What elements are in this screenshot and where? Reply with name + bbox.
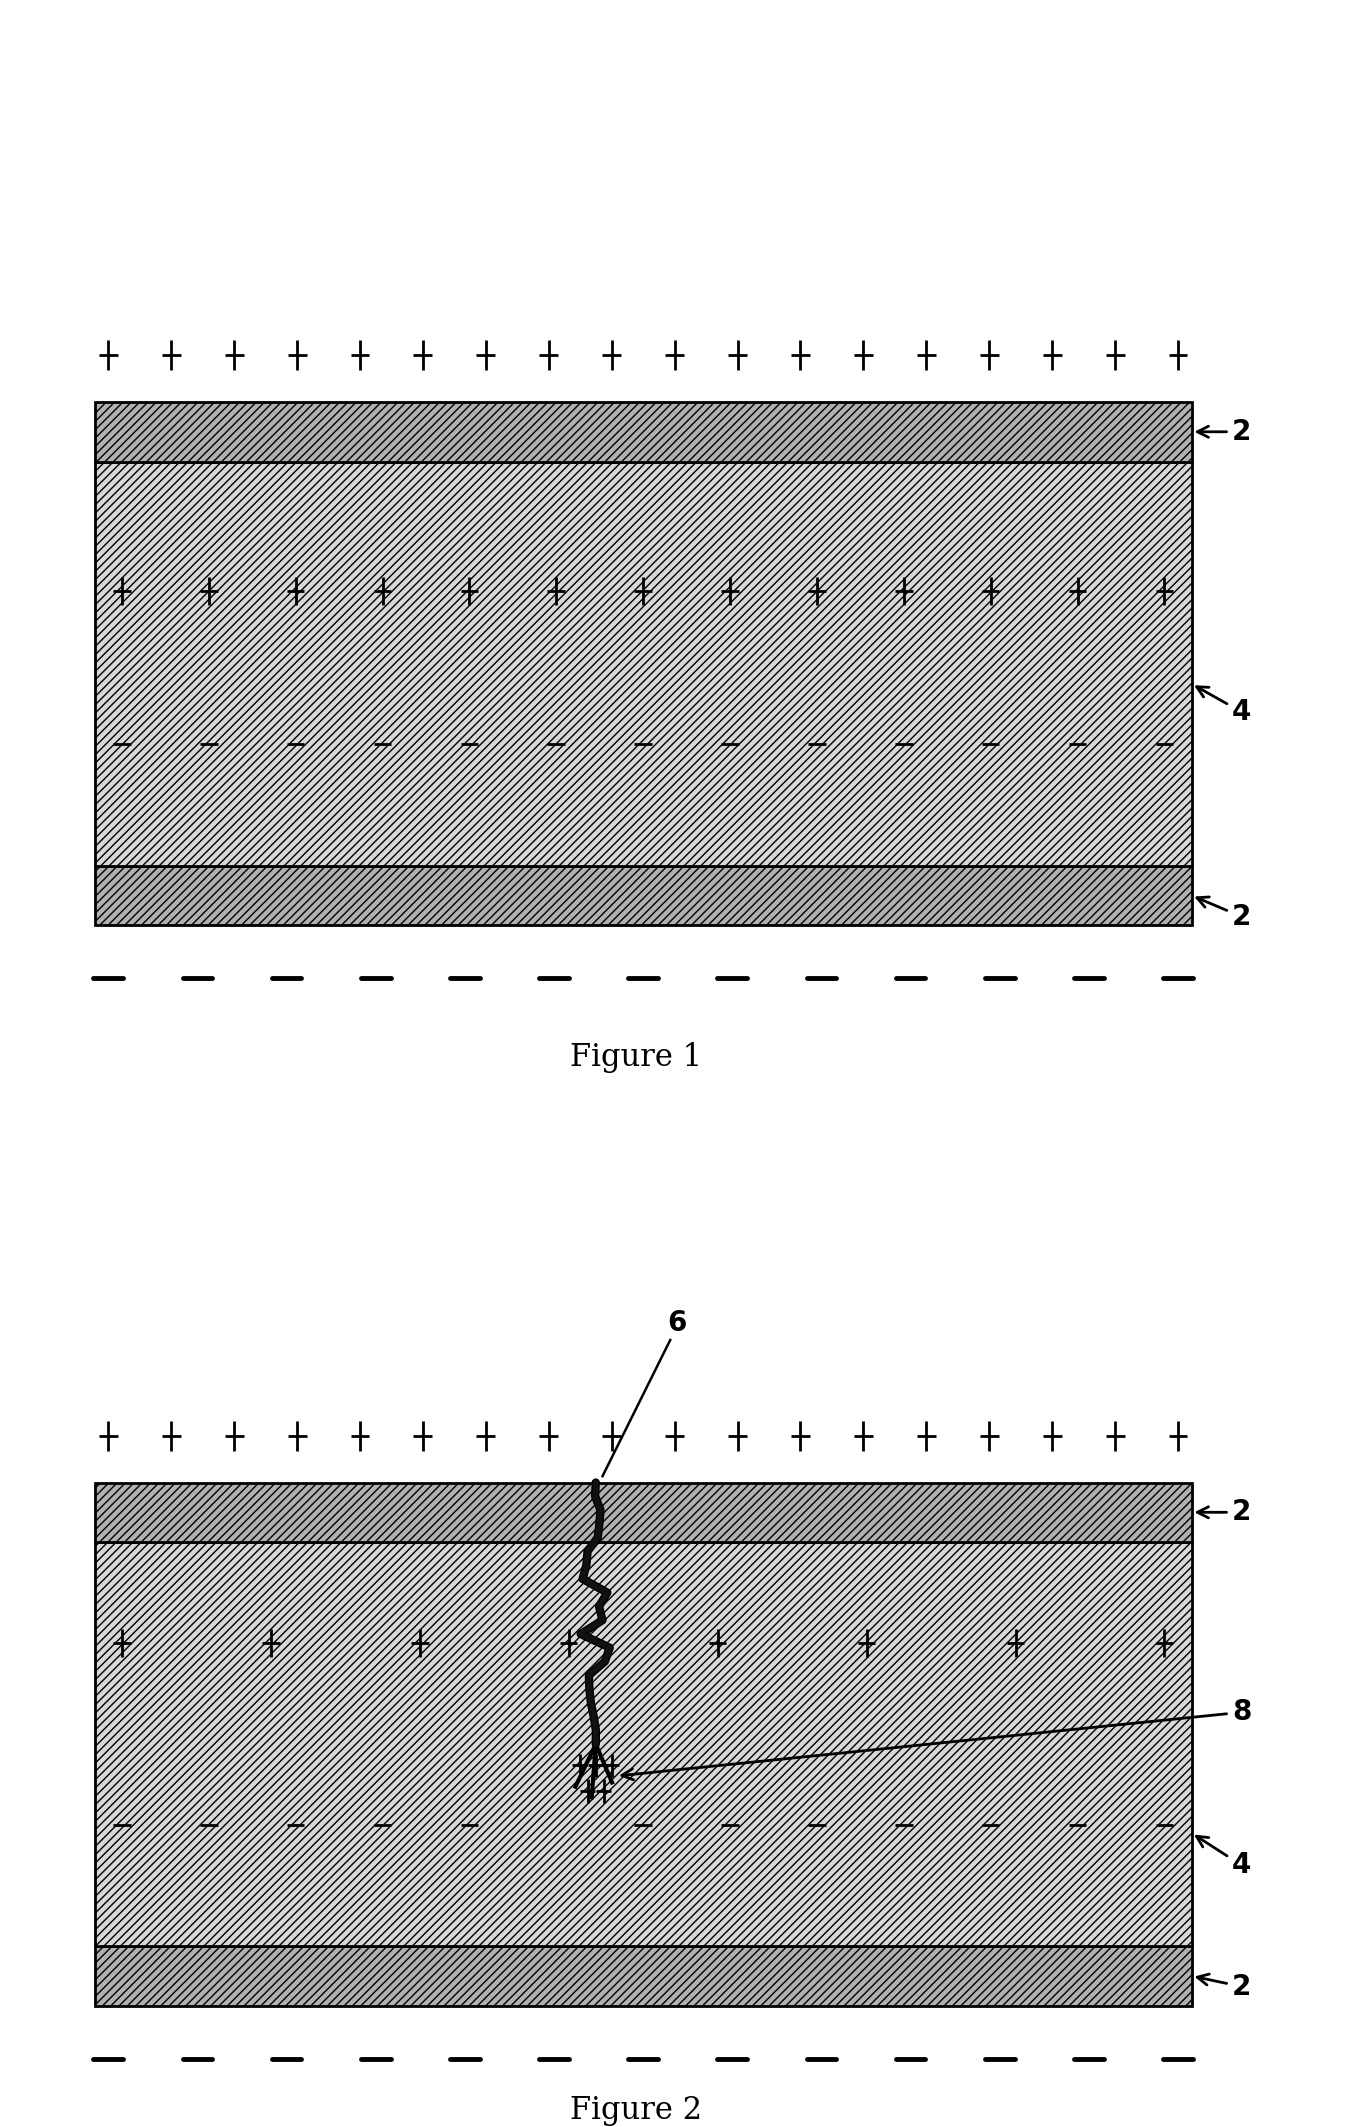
- Bar: [95, 462, 1192, 866]
- Bar: [95, 1946, 1192, 2006]
- Bar: [95, 866, 1192, 925]
- Text: Figure 1: Figure 1: [570, 1042, 703, 1074]
- Text: 6: 6: [668, 1308, 686, 1338]
- Bar: [95, 402, 1192, 462]
- Bar: [95, 1542, 1192, 1946]
- Text: 2: 2: [1197, 898, 1251, 932]
- Text: 4: 4: [1197, 1836, 1251, 1880]
- Text: 4: 4: [1197, 687, 1251, 725]
- Text: 8: 8: [621, 1697, 1251, 1780]
- Text: Figure 2: Figure 2: [570, 2095, 703, 2127]
- Text: 2: 2: [1197, 1972, 1251, 2002]
- Bar: [95, 1483, 1192, 1542]
- Text: 2: 2: [1197, 417, 1251, 447]
- Text: 2: 2: [1197, 1497, 1251, 1527]
